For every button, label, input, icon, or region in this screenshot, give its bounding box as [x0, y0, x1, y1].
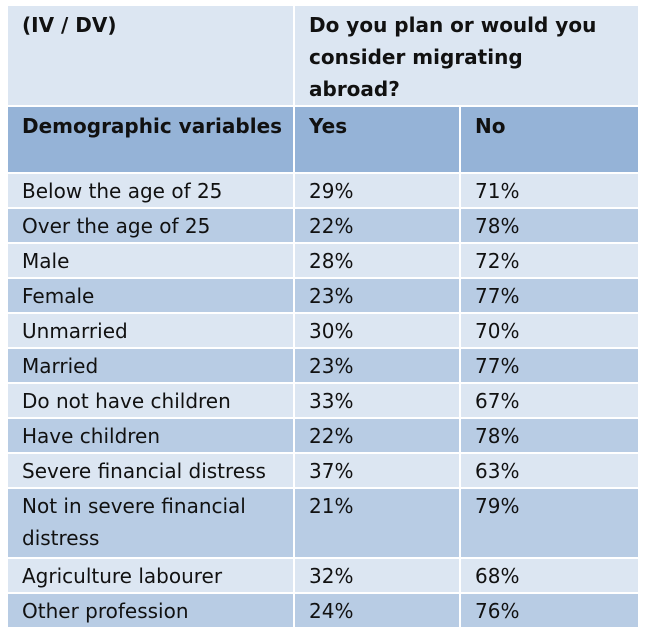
row-label: Female	[6, 277, 295, 314]
table-row: Married 23% 77%	[6, 347, 641, 384]
table-row: Not in severe financial distress 21% 79%	[6, 487, 641, 559]
row-no-value: 71%	[458, 172, 641, 209]
row-no-value: 70%	[458, 312, 641, 349]
row-label: Over the age of 25	[6, 207, 295, 244]
row-label: Severe financial distress	[6, 452, 295, 489]
table-header-row: (IV / DV) Do you plan or would you consi…	[6, 4, 641, 107]
table-row: Severe financial distress 37% 63%	[6, 452, 641, 489]
table-row: Have children 22% 78%	[6, 417, 641, 454]
row-no-value: 67%	[458, 382, 641, 419]
row-yes-value: 24%	[293, 592, 461, 629]
row-label: Below the age of 25	[6, 172, 295, 209]
row-yes-value: 23%	[293, 277, 461, 314]
row-no-value: 63%	[458, 452, 641, 489]
row-no-value: 68%	[458, 557, 641, 594]
table-row: Male 28% 72%	[6, 242, 641, 279]
row-label: Have children	[6, 417, 295, 454]
table-row: Below the age of 25 29% 71%	[6, 172, 641, 209]
column-header-row: Demographic variables Yes No	[6, 105, 641, 174]
demographic-column-header: Demographic variables	[6, 105, 295, 174]
row-no-value: 78%	[458, 207, 641, 244]
iv-dv-header-cell: (IV / DV)	[6, 4, 295, 107]
row-no-value: 78%	[458, 417, 641, 454]
row-label: Unmarried	[6, 312, 295, 349]
row-yes-value: 22%	[293, 207, 461, 244]
row-no-value: 79%	[458, 487, 641, 559]
row-label: Do not have children	[6, 382, 295, 419]
row-yes-value: 21%	[293, 487, 461, 559]
row-yes-value: 30%	[293, 312, 461, 349]
row-yes-value: 23%	[293, 347, 461, 384]
row-label: Agriculture labourer	[6, 557, 295, 594]
row-label: Not in severe financial distress	[6, 487, 295, 559]
row-yes-value: 37%	[293, 452, 461, 489]
row-yes-value: 32%	[293, 557, 461, 594]
table-row: Over the age of 25 22% 78%	[6, 207, 641, 244]
row-no-value: 72%	[458, 242, 641, 279]
row-yes-value: 29%	[293, 172, 461, 209]
table-row: Female 23% 77%	[6, 277, 641, 314]
table-row: Unmarried 30% 70%	[6, 312, 641, 349]
row-yes-value: 33%	[293, 382, 461, 419]
row-no-value: 77%	[458, 347, 641, 384]
row-no-value: 77%	[458, 277, 641, 314]
row-yes-value: 28%	[293, 242, 461, 279]
yes-column-header: Yes	[293, 105, 461, 174]
no-column-header: No	[458, 105, 641, 174]
question-header-cell: Do you plan or would you consider migrat…	[292, 4, 641, 107]
row-yes-value: 22%	[293, 417, 461, 454]
table-row: Other profession 24% 76%	[6, 592, 641, 629]
row-no-value: 76%	[458, 592, 641, 629]
migration-survey-table: (IV / DV) Do you plan or would you consi…	[6, 4, 641, 629]
table-row: Do not have children 33% 67%	[6, 382, 641, 419]
survey-table-container: (IV / DV) Do you plan or would you consi…	[6, 4, 641, 629]
row-label: Other profession	[6, 592, 295, 629]
row-label: Married	[6, 347, 295, 384]
row-label: Male	[6, 242, 295, 279]
table-row: Agriculture labourer 32% 68%	[6, 557, 641, 594]
